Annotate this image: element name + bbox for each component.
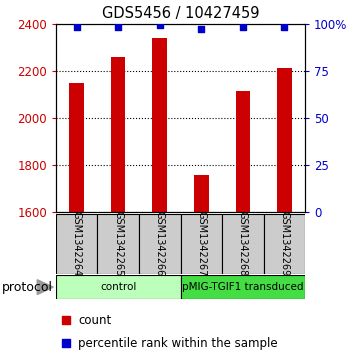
Text: GSM1342268: GSM1342268: [238, 212, 248, 277]
Title: GDS5456 / 10427459: GDS5456 / 10427459: [102, 6, 259, 21]
Text: pMIG-TGIF1 transduced: pMIG-TGIF1 transduced: [182, 282, 304, 292]
Bar: [111, 57, 126, 212]
Bar: [139, 214, 180, 274]
Point: [63, 318, 69, 323]
Point: [74, 24, 80, 30]
Text: GSM1342266: GSM1342266: [155, 212, 165, 277]
Bar: [194, 175, 209, 212]
Bar: [277, 68, 292, 212]
Text: protocol: protocol: [2, 281, 53, 294]
Bar: [222, 214, 264, 274]
Point: [63, 340, 69, 346]
Point: [282, 24, 287, 30]
Bar: [56, 275, 180, 299]
Polygon shape: [37, 280, 53, 294]
Bar: [180, 275, 305, 299]
Text: GSM1342264: GSM1342264: [72, 212, 82, 277]
Bar: [152, 38, 167, 212]
Text: GSM1342265: GSM1342265: [113, 211, 123, 277]
Point: [199, 26, 204, 32]
Point: [240, 24, 245, 30]
Text: control: control: [100, 282, 136, 292]
Point: [157, 23, 162, 28]
Text: GSM1342269: GSM1342269: [279, 212, 289, 277]
Text: percentile rank within the sample: percentile rank within the sample: [78, 337, 278, 350]
Bar: [97, 214, 139, 274]
Bar: [235, 91, 250, 212]
Bar: [56, 214, 97, 274]
Text: count: count: [78, 314, 112, 327]
Point: [116, 24, 121, 30]
Bar: [264, 214, 305, 274]
Bar: [180, 214, 222, 274]
Bar: [69, 82, 84, 212]
Text: GSM1342267: GSM1342267: [196, 211, 206, 277]
